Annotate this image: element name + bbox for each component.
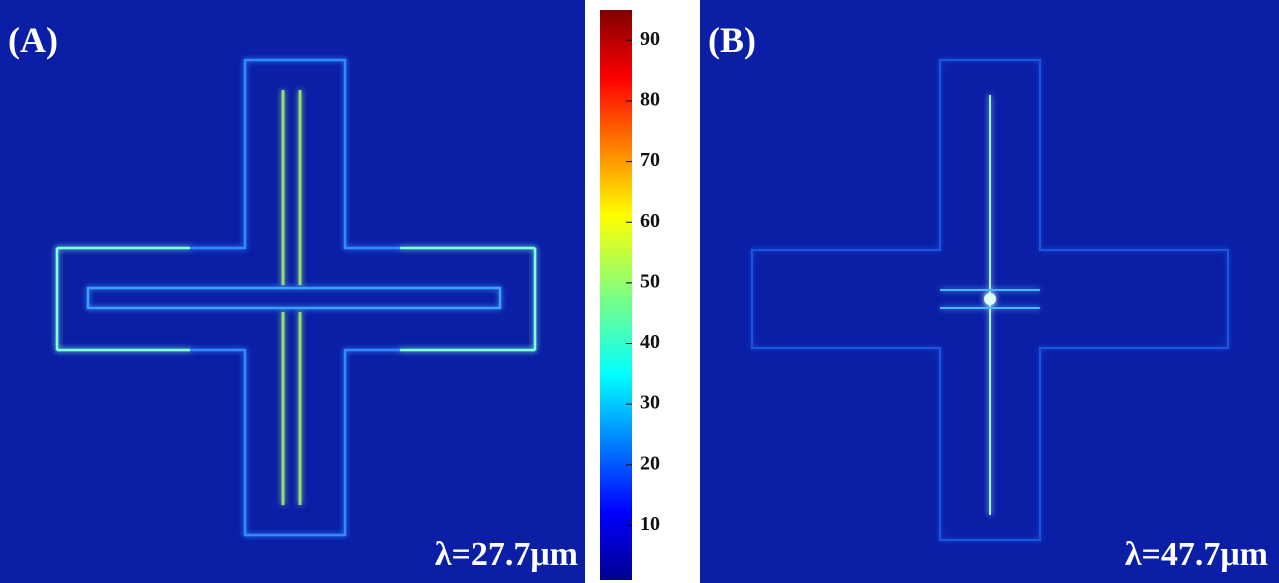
panel-label: (A) [8,20,58,60]
tick-label: 60 [640,210,660,232]
colorbar [600,10,632,580]
tick-label: 50 [640,270,660,292]
panel-a: (A) λ=27.7μm [0,0,585,583]
wavelength: λ=27.7μm [435,536,578,573]
tick-label: 10 [640,513,660,535]
wavelength: λ=47.7μm [1125,536,1268,573]
tick-label: 30 [640,392,660,414]
tick-label: 90 [640,28,660,50]
panel-label: (B) [708,20,756,60]
tick-label: 20 [640,452,660,474]
panel-b: (B) λ=47.7μm [700,0,1279,583]
tick-label: 70 [640,149,660,171]
tick-label: 40 [640,331,660,353]
tick-label: 80 [640,89,660,111]
